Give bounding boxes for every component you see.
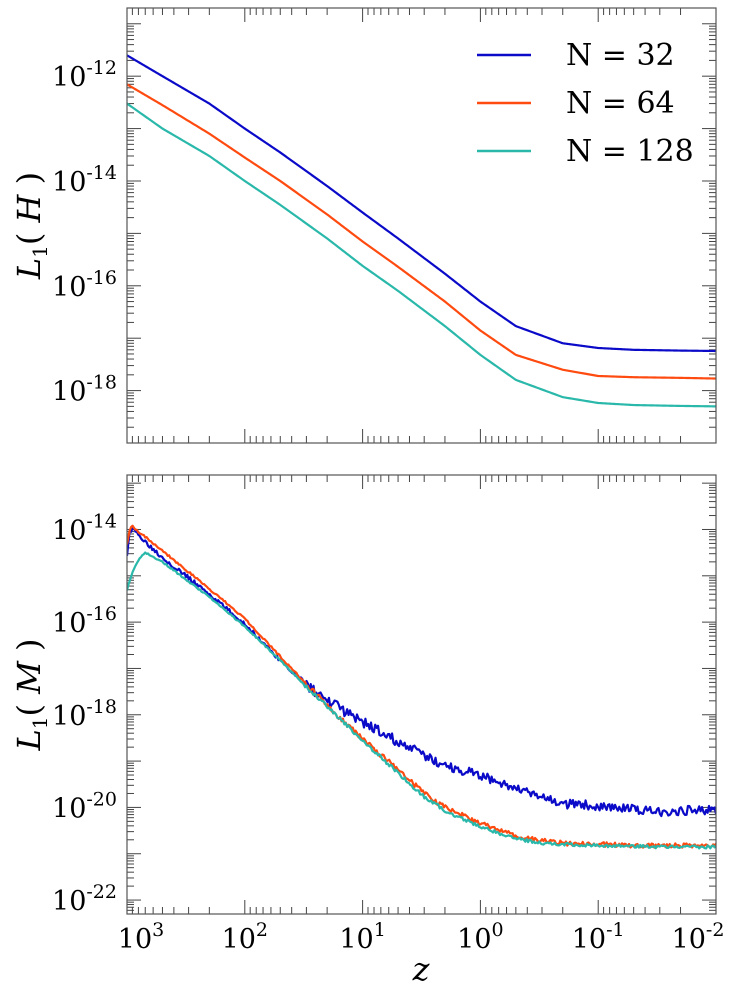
plot-frame <box>126 474 717 915</box>
x-tick-label: 101 <box>339 919 385 955</box>
legend: N = 32 N = 64 N = 128 <box>477 38 694 169</box>
y-tick-label: 10-12 <box>52 57 117 93</box>
series-line-n32 <box>127 54 716 353</box>
y-tick-label: 10-18 <box>52 372 117 408</box>
y-tick-label: 10-14 <box>52 510 117 546</box>
series-line-n64 <box>127 83 716 380</box>
bottom-panel-momentum: 10-14 10-16 10-18 10-20 10-22 L1( M ) <box>10 474 717 917</box>
y-axis-label: L1( M ) <box>10 638 52 751</box>
plot-frame <box>126 7 717 444</box>
series-line-n128 <box>127 551 716 850</box>
x-tick-label: 100 <box>457 919 503 955</box>
y-axis-label: L1( H ) <box>10 172 52 280</box>
series-group <box>127 54 716 408</box>
series-group <box>127 524 716 850</box>
y-ticks <box>127 7 716 444</box>
x-ticks <box>126 475 717 914</box>
y-tick-label: 10-20 <box>52 788 117 824</box>
x-tick-label: 102 <box>222 919 268 955</box>
legend-label: N = 32 <box>566 38 675 73</box>
y-tick-label: 10-14 <box>52 162 117 198</box>
x-axis-tick-labels: 103 102 101 100 10-1 10-2 <box>118 919 725 955</box>
legend-label: N = 128 <box>566 134 694 169</box>
y-tick-label: 10-18 <box>52 696 117 732</box>
legend-label: N = 64 <box>566 86 675 121</box>
y-tick-label: 10-16 <box>52 267 117 303</box>
y-tick-label: 10-22 <box>52 881 117 917</box>
x-tick-label: 10-1 <box>572 919 625 955</box>
series-line-n32 <box>127 526 716 818</box>
series-line-n128 <box>127 102 716 408</box>
y-tick-label: 10-16 <box>52 603 117 639</box>
x-ticks <box>126 8 717 443</box>
x-tick-label: 103 <box>118 919 164 955</box>
x-axis-label: z <box>412 950 431 988</box>
x-tick-label: 10-2 <box>672 919 725 955</box>
